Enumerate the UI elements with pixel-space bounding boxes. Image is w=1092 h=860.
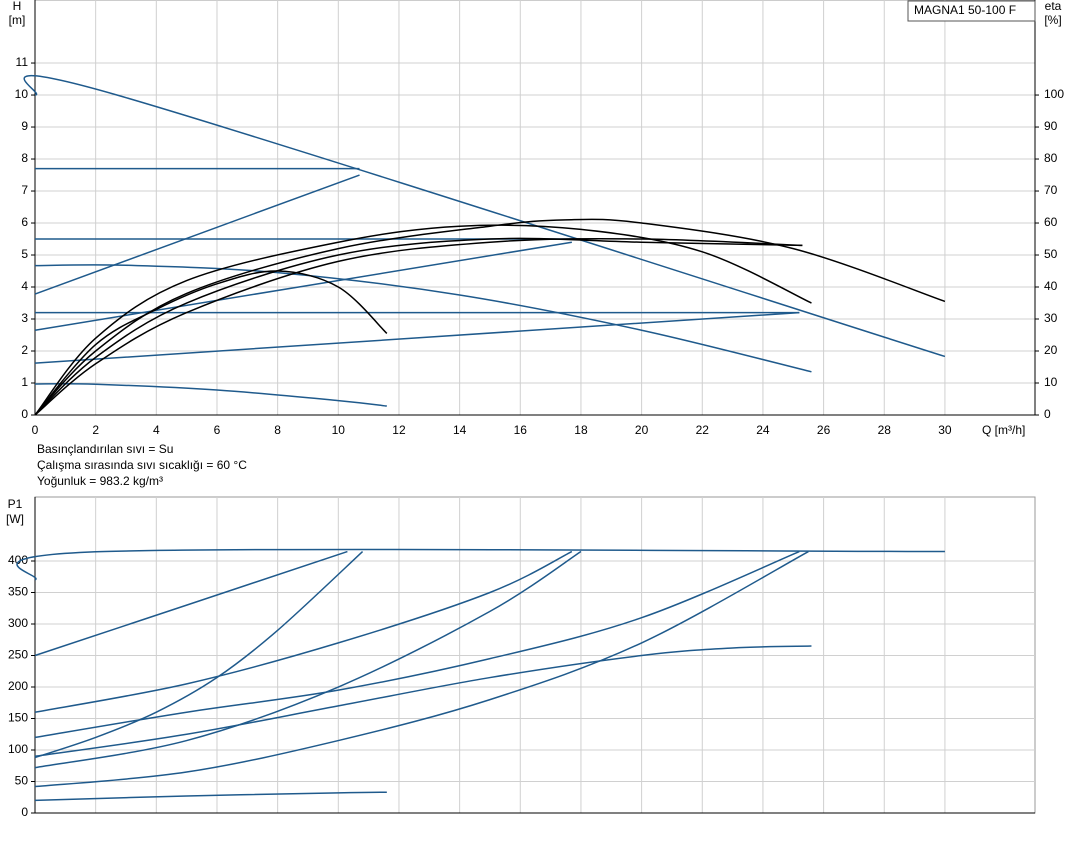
y2-tick-label: 20 xyxy=(1044,343,1058,357)
curve xyxy=(34,791,387,802)
legend-box xyxy=(907,0,1036,22)
curve xyxy=(34,237,803,416)
y2-tick-label: 10 xyxy=(1044,375,1058,389)
y-unit: [W] xyxy=(6,512,24,526)
y2-label: eta xyxy=(1045,0,1062,13)
y-label: H xyxy=(13,0,22,13)
y-unit: [m] xyxy=(9,13,26,27)
y2-tick-label: 60 xyxy=(1044,215,1058,229)
x-tick-label: 20 xyxy=(635,423,649,437)
y-tick-label: 350 xyxy=(8,585,28,599)
curve xyxy=(34,383,387,407)
y-tick-label: 2 xyxy=(21,343,28,357)
y-tick-label: 3 xyxy=(21,311,28,325)
y-tick-label: 300 xyxy=(8,616,28,630)
curve xyxy=(34,270,388,416)
chart-title: MAGNA1 50-100 F xyxy=(914,3,1016,17)
y-tick-label: 4 xyxy=(21,279,28,293)
x-tick-label: 30 xyxy=(938,423,952,437)
y2-tick-label: 40 xyxy=(1044,279,1058,293)
y-tick-label: 0 xyxy=(21,805,28,819)
x-tick-label: 12 xyxy=(392,423,406,437)
x-tick-label: 10 xyxy=(332,423,346,437)
y-tick-label: 8 xyxy=(21,151,28,165)
y-tick-label: 7 xyxy=(21,183,28,197)
curve xyxy=(23,74,946,358)
y-tick-label: 400 xyxy=(8,553,28,567)
curve xyxy=(34,174,360,295)
y2-tick-label: 90 xyxy=(1044,119,1058,133)
y2-tick-label: 100 xyxy=(1044,87,1064,101)
x-tick-label: 18 xyxy=(574,423,588,437)
note: Çalışma sırasında sıvı sıcaklığı = 60 °C xyxy=(37,458,247,472)
y-tick-label: 9 xyxy=(21,119,28,133)
note: Yoğunluk = 983.2 kg/m³ xyxy=(37,474,163,488)
curve xyxy=(34,264,812,373)
curve xyxy=(34,550,582,769)
curve xyxy=(34,645,812,758)
y-tick-label: 250 xyxy=(8,648,28,662)
curve xyxy=(34,550,348,657)
y2-tick-label: 50 xyxy=(1044,247,1058,261)
curve xyxy=(34,311,800,364)
y-tick-label: 50 xyxy=(15,774,29,788)
y-tick-label: 10 xyxy=(15,87,29,101)
x-tick-label: 16 xyxy=(514,423,528,437)
curve xyxy=(16,548,945,581)
curve xyxy=(34,238,803,416)
plot-area xyxy=(34,0,1036,416)
x-label: Q [m³/h] xyxy=(982,423,1025,437)
plot-area xyxy=(34,496,1036,814)
y-tick-label: 5 xyxy=(21,247,28,261)
y2-tick-label: 80 xyxy=(1044,151,1058,165)
curve xyxy=(34,550,800,739)
x-tick-label: 24 xyxy=(756,423,770,437)
y2-tick-label: 30 xyxy=(1044,311,1058,325)
curve xyxy=(34,241,572,331)
y-tick-label: 6 xyxy=(21,215,28,229)
y-tick-label: 200 xyxy=(8,679,28,693)
x-tick-label: 4 xyxy=(153,423,160,437)
y-tick-label: 100 xyxy=(8,742,28,756)
x-tick-label: 14 xyxy=(453,423,467,437)
y-tick-label: 1 xyxy=(21,375,28,389)
y2-tick-label: 70 xyxy=(1044,183,1058,197)
y2-tick-label: 0 xyxy=(1044,407,1051,421)
curve xyxy=(34,551,364,759)
x-tick-label: 6 xyxy=(214,423,221,437)
x-tick-label: 26 xyxy=(817,423,831,437)
x-tick-label: 0 xyxy=(32,423,39,437)
x-tick-label: 2 xyxy=(92,423,99,437)
x-tick-label: 8 xyxy=(274,423,281,437)
x-tick-label: 22 xyxy=(696,423,710,437)
y2-unit: [%] xyxy=(1044,13,1061,27)
curve xyxy=(34,550,573,713)
curve xyxy=(34,550,809,788)
x-tick-label: 28 xyxy=(878,423,892,437)
y-label: P1 xyxy=(8,497,23,511)
note: Basınçlandırılan sıvı = Su xyxy=(37,442,173,456)
y-tick-label: 0 xyxy=(21,407,28,421)
y-tick-label: 11 xyxy=(16,55,29,69)
curve xyxy=(34,224,812,416)
y-tick-label: 150 xyxy=(8,711,28,725)
